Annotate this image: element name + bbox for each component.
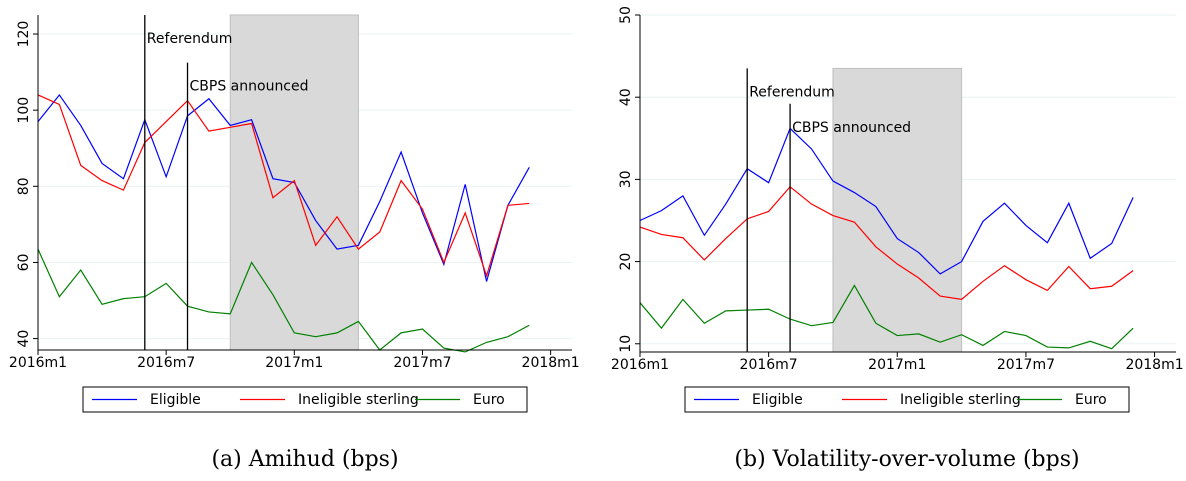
x-tick-label: 2016m1 bbox=[9, 355, 67, 371]
y-tick-label: 40 bbox=[16, 330, 32, 348]
event-label: Referendum bbox=[749, 84, 835, 100]
legend-label: Eligible bbox=[150, 392, 201, 408]
x-tick-label: 2018m1 bbox=[522, 355, 580, 371]
x-tick-label: 2018m1 bbox=[1125, 357, 1183, 373]
x-tick-label: 2017m7 bbox=[393, 355, 451, 371]
y-tick-label: 60 bbox=[16, 254, 32, 272]
event-label: CBPS announced bbox=[190, 79, 309, 95]
y-tick-label: 50 bbox=[618, 6, 634, 24]
series-line bbox=[37, 94, 530, 278]
series-line bbox=[37, 93, 530, 282]
series-line bbox=[639, 185, 1134, 301]
event-label: Referendum bbox=[147, 31, 233, 47]
legend-label: Euro bbox=[473, 392, 505, 408]
y-tick-label: 120 bbox=[16, 21, 32, 48]
legend-label: Ineligible sterling bbox=[900, 392, 1021, 408]
x-tick-label: 2016m7 bbox=[137, 355, 195, 371]
y-tick-label: 30 bbox=[618, 170, 634, 188]
x-tick-label: 2017m7 bbox=[997, 357, 1055, 373]
x-tick-label: 2016m7 bbox=[740, 357, 798, 373]
x-tick-label: 2017m1 bbox=[265, 355, 323, 371]
series-line bbox=[639, 284, 1134, 350]
caption: (b) Volatility-over-volume (bps) bbox=[734, 447, 1079, 472]
y-tick-label: 40 bbox=[618, 88, 634, 106]
y-tick-label: 20 bbox=[618, 253, 634, 271]
x-tick-label: 2017m1 bbox=[868, 357, 926, 373]
series-line bbox=[37, 248, 530, 353]
legend-label: Ineligible sterling bbox=[298, 392, 419, 408]
y-tick-label: 100 bbox=[16, 97, 32, 124]
y-tick-label: 80 bbox=[16, 177, 32, 195]
legend-label: Euro bbox=[1075, 392, 1107, 408]
event-label: CBPS announced bbox=[792, 120, 911, 136]
series-line bbox=[639, 127, 1134, 275]
shaded-period bbox=[832, 67, 963, 353]
legend-label: Eligible bbox=[752, 392, 803, 408]
y-tick-label: 10 bbox=[618, 335, 634, 353]
caption: (a) Amihud (bps) bbox=[211, 447, 398, 472]
x-tick-label: 2016m1 bbox=[611, 357, 669, 373]
